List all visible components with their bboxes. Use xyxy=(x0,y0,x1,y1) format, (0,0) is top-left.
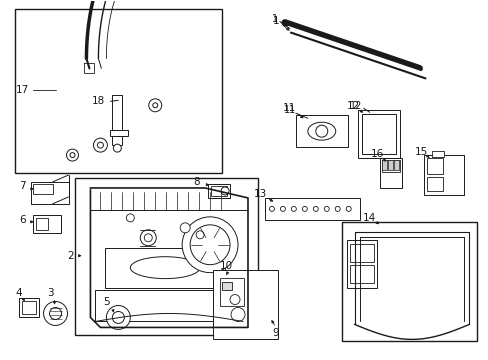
Text: 18: 18 xyxy=(92,96,105,106)
Bar xyxy=(105,248,224,288)
Bar xyxy=(112,95,122,145)
Bar xyxy=(21,301,36,315)
Text: 5: 5 xyxy=(103,297,109,306)
Circle shape xyxy=(70,153,75,158)
Text: 1: 1 xyxy=(271,14,277,24)
Bar xyxy=(381,160,399,172)
Circle shape xyxy=(190,225,229,265)
Circle shape xyxy=(182,217,238,273)
Text: 13: 13 xyxy=(253,189,266,199)
Bar xyxy=(213,270,277,339)
Text: 7: 7 xyxy=(20,181,26,191)
Bar xyxy=(424,155,464,195)
Circle shape xyxy=(180,223,190,233)
Circle shape xyxy=(93,138,107,152)
Text: 2: 2 xyxy=(67,251,74,261)
Circle shape xyxy=(148,99,162,112)
Circle shape xyxy=(144,234,152,242)
Bar xyxy=(31,182,68,204)
Text: 9: 9 xyxy=(272,328,279,338)
Circle shape xyxy=(43,302,67,325)
Bar xyxy=(349,265,373,283)
Circle shape xyxy=(113,144,121,152)
Circle shape xyxy=(230,307,244,321)
Text: 6: 6 xyxy=(20,215,26,225)
Text: 12: 12 xyxy=(349,101,361,111)
Bar xyxy=(393,160,398,170)
Circle shape xyxy=(97,142,103,148)
Bar xyxy=(427,177,443,191)
Circle shape xyxy=(315,125,327,137)
Bar xyxy=(346,240,376,288)
Circle shape xyxy=(269,206,274,211)
Circle shape xyxy=(152,103,158,108)
Circle shape xyxy=(196,231,203,239)
Bar xyxy=(381,160,386,170)
Bar xyxy=(349,244,373,262)
Bar xyxy=(264,198,359,220)
Circle shape xyxy=(106,306,130,329)
Bar xyxy=(295,115,347,147)
Circle shape xyxy=(313,206,318,211)
Text: 17: 17 xyxy=(16,85,29,95)
Bar xyxy=(431,151,444,157)
Bar xyxy=(19,298,39,318)
Text: 1: 1 xyxy=(272,15,279,26)
Circle shape xyxy=(112,311,124,323)
Bar xyxy=(110,130,128,136)
Text: 3: 3 xyxy=(47,288,54,298)
Bar xyxy=(33,215,61,233)
Bar xyxy=(75,178,258,336)
Bar xyxy=(341,222,476,341)
Text: 16: 16 xyxy=(370,149,384,159)
Circle shape xyxy=(140,230,156,246)
Circle shape xyxy=(324,206,328,211)
Bar xyxy=(95,289,243,321)
Bar xyxy=(33,184,52,194)
Circle shape xyxy=(291,206,296,211)
Text: 10: 10 xyxy=(219,261,232,271)
Bar xyxy=(379,158,401,188)
Circle shape xyxy=(49,307,61,319)
Text: 4: 4 xyxy=(15,288,22,298)
Text: 11: 11 xyxy=(283,103,296,113)
Bar xyxy=(222,282,232,289)
Text: 14: 14 xyxy=(362,213,375,223)
Bar xyxy=(357,110,399,158)
Ellipse shape xyxy=(130,257,200,279)
Bar xyxy=(220,278,244,306)
Circle shape xyxy=(335,206,340,211)
Bar xyxy=(36,218,47,230)
Ellipse shape xyxy=(307,122,335,140)
Text: 8: 8 xyxy=(192,177,199,187)
Bar xyxy=(361,114,395,154)
Bar xyxy=(208,184,229,198)
Bar xyxy=(427,158,443,174)
Text: 15: 15 xyxy=(414,147,427,157)
Circle shape xyxy=(66,149,78,161)
Bar xyxy=(15,9,222,173)
Text: 12: 12 xyxy=(346,101,360,111)
Text: 11: 11 xyxy=(283,105,295,115)
Circle shape xyxy=(126,214,134,222)
Bar xyxy=(387,160,392,170)
Circle shape xyxy=(221,187,228,195)
Bar xyxy=(211,186,226,196)
Circle shape xyxy=(346,206,350,211)
Circle shape xyxy=(280,206,285,211)
Circle shape xyxy=(229,294,240,305)
Circle shape xyxy=(302,206,306,211)
